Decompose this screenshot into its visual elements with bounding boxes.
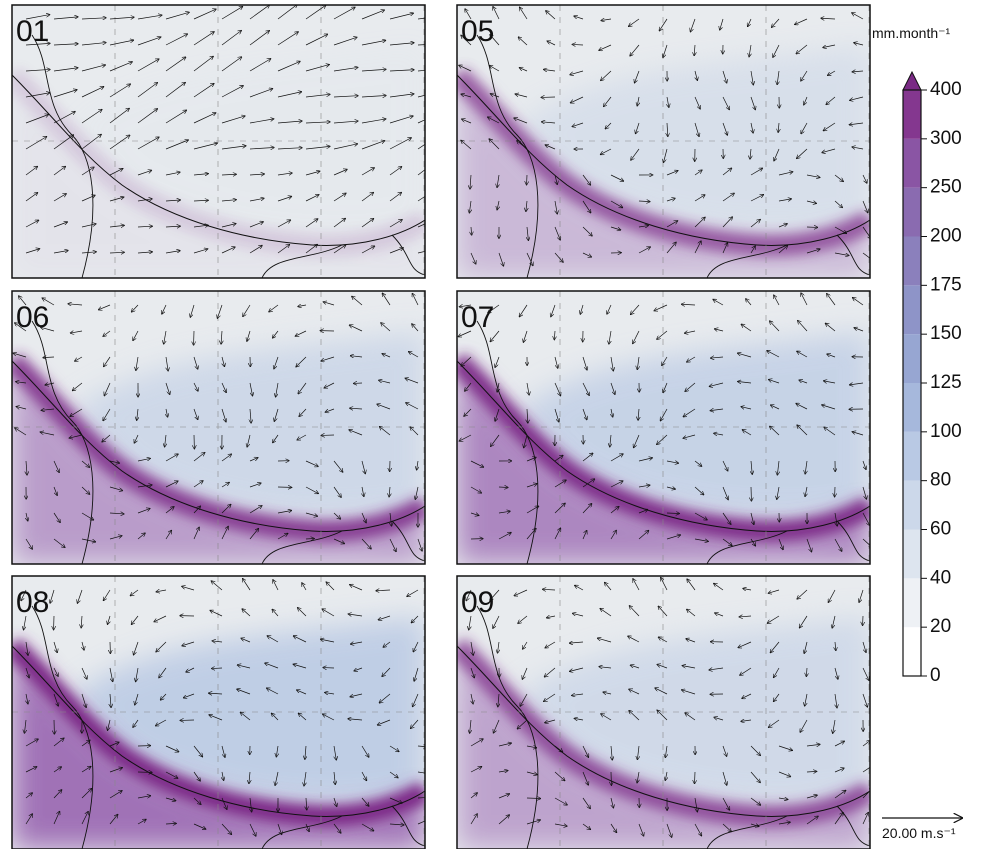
- colorbar-tick-label: 175: [930, 274, 962, 295]
- colorbar-bin: [903, 139, 921, 188]
- panel-label: 09: [461, 586, 494, 619]
- map-content: [457, 5, 873, 278]
- colorbar-tick-label: 40: [930, 567, 951, 588]
- colorbar-bin: [903, 530, 921, 579]
- colorbar-bin: [903, 285, 921, 334]
- colorbar-tick-label: 250: [930, 177, 962, 198]
- colorbar-bin: [903, 383, 921, 432]
- colorbar-bin: [903, 237, 921, 286]
- colorbar-bin: [903, 481, 921, 530]
- colorbar-bin: [903, 627, 921, 676]
- colorbar-bin: [903, 334, 921, 383]
- colorbar-tick-label: 125: [930, 372, 962, 393]
- panel-label: 01: [16, 15, 49, 48]
- colorbar-tick-label: 60: [930, 519, 951, 540]
- reference-label: 20.00 m.s⁻¹: [882, 825, 956, 841]
- colorbar-bin: [903, 578, 921, 627]
- colorbar-unit: mm.month⁻¹: [872, 25, 951, 41]
- map-content: [457, 291, 872, 564]
- map-panel: 08: [12, 576, 432, 849]
- map-panel: 06: [12, 291, 425, 564]
- colorbar-tick-label: 100: [930, 421, 962, 442]
- map-content: [12, 576, 432, 849]
- colorbar-tick-label: 20: [930, 616, 951, 637]
- panels: 01 05 06 07 08 09: [12, 4, 873, 849]
- colorbar-bin: [903, 90, 921, 139]
- map-content: [12, 291, 425, 564]
- colorbar-bin: [903, 188, 921, 237]
- colorbar-tick-label: 150: [930, 323, 962, 344]
- colorbar-tick-label: 200: [930, 226, 962, 247]
- map-panel: 05: [457, 5, 873, 278]
- figure: 01 05 06 07 08 09 mm.month⁻¹ 0 20 40 60 80 100 125 1…: [0, 0, 995, 849]
- colorbar-tick-label: 300: [930, 128, 962, 149]
- colorbar-tick-label: 80: [930, 470, 951, 491]
- map-panel: 07: [457, 291, 872, 564]
- panel-label: 05: [461, 15, 494, 48]
- map-content: [12, 4, 442, 278]
- colorbar-extend: [903, 72, 921, 90]
- colorbar-tick-label: 400: [930, 79, 962, 100]
- colorbar-tick-label: 0: [930, 665, 941, 686]
- map-panel: 01: [12, 4, 442, 278]
- panel-label: 07: [461, 301, 494, 334]
- panel-label: 06: [16, 301, 49, 334]
- map-panel: 09: [457, 576, 873, 849]
- colorbar: mm.month⁻¹ 0 20 40 60 80 100 125 150 175 200 250 30…: [872, 25, 962, 686]
- reference-vector: 20.00 m.s⁻¹: [882, 818, 962, 841]
- map-content: [457, 576, 873, 849]
- colorbar-bin: [903, 432, 921, 481]
- panel-label: 08: [16, 586, 49, 619]
